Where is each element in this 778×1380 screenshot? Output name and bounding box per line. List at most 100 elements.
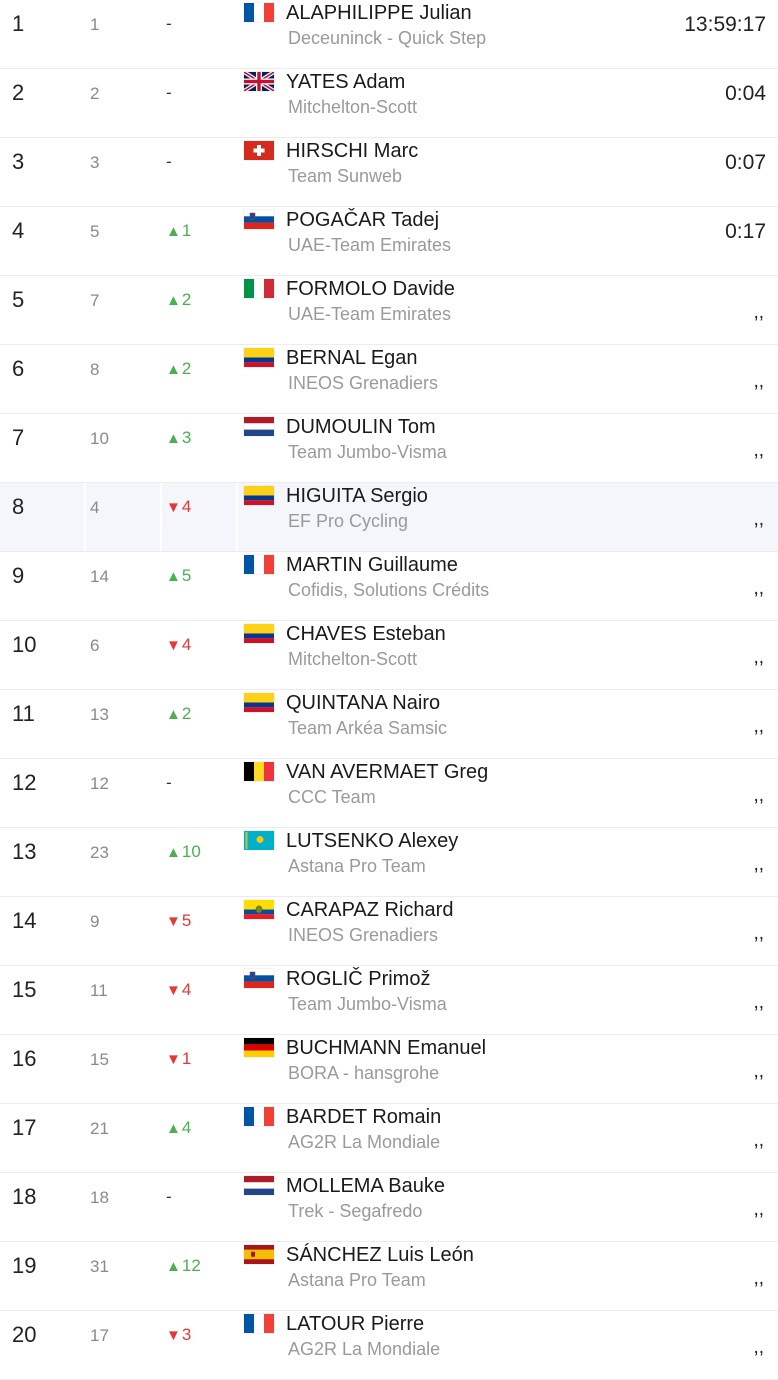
rider-name[interactable]: CHAVES Esteban [286, 623, 446, 645]
team-name[interactable]: Deceuninck - Quick Step [288, 28, 487, 48]
column-divider [160, 552, 162, 620]
rider-name[interactable]: HIGUITA Sergio [286, 485, 428, 507]
column-divider [84, 414, 86, 482]
team-name[interactable]: BORA - hansgrohe [288, 1063, 440, 1083]
rider-name[interactable]: POGAČAR Tadej [286, 209, 440, 231]
column-divider [236, 897, 238, 965]
rider-name[interactable]: SÁNCHEZ Luis León [286, 1244, 474, 1266]
column-divider [236, 1104, 238, 1172]
team-name[interactable]: Team Jumbo-Visma [288, 442, 447, 462]
rider-name[interactable]: MARTIN Guillaume [286, 554, 458, 576]
flag-icon [244, 72, 274, 91]
table-row[interactable]: 10 6 ▼4 CHAVES Esteban Mitchelton-Scott,, [0, 621, 778, 690]
rider-name[interactable]: BERNAL Egan [286, 347, 418, 369]
team-name[interactable]: Astana Pro Team [288, 1270, 426, 1290]
team-name[interactable]: INEOS Grenadiers [288, 373, 439, 393]
team-name[interactable]: AG2R La Mondiale [288, 1339, 441, 1359]
table-row[interactable]: 17 21 ▲4 BARDET Romain AG2R La Mondiale,, [0, 1104, 778, 1173]
team-name[interactable]: AG2R La Mondiale [288, 1132, 441, 1152]
rank-change: ▲2 [166, 290, 191, 310]
team-name[interactable]: Team Arkéa Samsic [288, 718, 448, 738]
table-row[interactable]: 14 9 ▼5 CARAPAZ Richard INEOS Grenadiers,, [0, 897, 778, 966]
table-row[interactable]: 13 23 ▲10 LUTSENKO Alexey Astana Pro Team,, [0, 828, 778, 897]
flag-icon [244, 1176, 274, 1195]
team-name[interactable]: UAE-Team Emirates [288, 304, 452, 324]
rank-change-value: 12 [181, 1256, 201, 1275]
table-row[interactable]: 2 2 - YATES Adam Mitchelton-Scott 0:04 [0, 69, 778, 138]
flag-icon [244, 279, 274, 298]
rank-change-value: - [166, 83, 172, 102]
table-row[interactable]: 11 13 ▲2 QUINTANA Nairo Team Arkéa Samsic,, [0, 690, 778, 759]
rank-number: 10 [12, 632, 37, 657]
column-divider [84, 897, 86, 965]
rider-name[interactable]: VAN AVERMAET Greg [286, 761, 489, 783]
team-name[interactable]: UAE-Team Emirates [288, 235, 452, 255]
rank-change-value: 5 [181, 566, 192, 585]
table-row[interactable]: 15 11 ▼4 ROGLIČ Primož Team Jumbo-Visma,, [0, 966, 778, 1035]
team-name[interactable]: EF Pro Cycling [288, 511, 409, 531]
rank-number: 9 [12, 563, 25, 588]
flag-icon [244, 762, 274, 781]
rider-name[interactable]: ROGLIČ Primož [286, 968, 431, 990]
rank-change-value: 2 [181, 359, 192, 378]
column-divider [84, 621, 86, 689]
rider-name[interactable]: LATOUR Pierre [286, 1313, 425, 1335]
table-row[interactable]: 20 17 ▼3 LATOUR Pierre AG2R La Mondiale,, [0, 1311, 778, 1380]
team-name[interactable]: Mitchelton-Scott [288, 649, 418, 669]
column-divider [236, 552, 238, 620]
rider-name[interactable]: FORMOLO Davide [286, 278, 455, 300]
table-row[interactable]: 12 12 - VAN AVERMAET Greg CCC Team,, [0, 759, 778, 828]
column-divider [160, 621, 162, 689]
column-divider [84, 552, 86, 620]
table-row[interactable]: 5 7 ▲2 FORMOLO Davide UAE-Team Emirates,, [0, 276, 778, 345]
team-name[interactable]: Cofidis, Solutions Crédits [288, 580, 490, 600]
rider-name[interactable]: YATES Adam [286, 71, 406, 93]
rider-name[interactable]: ALAPHILIPPE Julian [286, 2, 472, 24]
rider-name[interactable]: HIRSCHI Marc [286, 140, 419, 162]
team-name[interactable]: Team Jumbo-Visma [288, 994, 447, 1014]
table-row[interactable]: 1 1 - ALAPHILIPPE Julian Deceuninck - Quick … [0, 0, 778, 69]
team-name[interactable]: Trek - Segafredo [288, 1201, 423, 1221]
team-name[interactable]: INEOS Grenadiers [288, 925, 439, 945]
rider-name[interactable]: CARAPAZ Richard [286, 899, 454, 921]
table-row[interactable]: 19 31 ▲12 SÁNCHEZ Luis León Astana Pro Team,… [0, 1242, 778, 1311]
rider-name[interactable]: LUTSENKO Alexey [286, 830, 459, 852]
team-name[interactable]: Mitchelton-Scott [288, 97, 418, 117]
rider-name[interactable]: QUINTANA Nairo [286, 692, 441, 714]
rider-name[interactable]: BUCHMANN Emanuel [286, 1037, 487, 1059]
rider-name[interactable]: DUMOULIN Tom [286, 416, 436, 438]
table-row[interactable]: 3 3 - HIRSCHI Marc Team Sunweb 0:07 [0, 138, 778, 207]
rank-change-value: 4 [181, 497, 192, 516]
table-row[interactable]: 7 10 ▲3 DUMOULIN Tom Team Jumbo-Visma,, [0, 414, 778, 483]
rank-number: 20 [12, 1322, 37, 1347]
triangle-up-icon: ▲ [166, 361, 181, 378]
column-divider [236, 621, 238, 689]
table-row[interactable]: 4 5 ▲1 POGAČAR Tadej UAE-Team Emirates 0:17 [0, 207, 778, 276]
column-divider [84, 483, 86, 551]
time-gap: ,, [753, 1337, 764, 1358]
rank-change: ▼5 [166, 911, 191, 931]
time-gap: ,, [753, 785, 764, 806]
rider-name[interactable]: BARDET Romain [286, 1106, 442, 1128]
time-gap: ,, [753, 992, 764, 1013]
column-divider [160, 897, 162, 965]
rank-number: 19 [12, 1253, 37, 1278]
table-row[interactable]: 16 15 ▼1 BUCHMANN Emanuel BORA - hansgrohe,, [0, 1035, 778, 1104]
team-name[interactable]: CCC Team [288, 787, 376, 807]
triangle-down-icon: ▼ [166, 1327, 181, 1344]
rider-name[interactable]: MOLLEMA Bauke [286, 1175, 445, 1197]
column-divider [84, 966, 86, 1034]
team-name[interactable]: Astana Pro Team [288, 856, 426, 876]
column-divider [84, 1311, 86, 1379]
column-divider [84, 138, 86, 206]
table-row[interactable]: 18 18 - MOLLEMA Bauke Trek - Segafredo,, [0, 1173, 778, 1242]
rank-change: ▼1 [166, 1049, 191, 1069]
flag-icon [244, 3, 274, 22]
team-name[interactable]: Team Sunweb [288, 166, 403, 186]
table-row[interactable]: 8 4 ▼4 HIGUITA Sergio EF Pro Cycling,, [0, 483, 778, 552]
table-row[interactable]: 9 14 ▲5 MARTIN Guillaume Cofidis, Solutions … [0, 552, 778, 621]
time-gap: ,, [753, 440, 764, 461]
time-gap: ,, [753, 302, 764, 323]
table-row[interactable]: 6 8 ▲2 BERNAL Egan INEOS Grenadiers,, [0, 345, 778, 414]
